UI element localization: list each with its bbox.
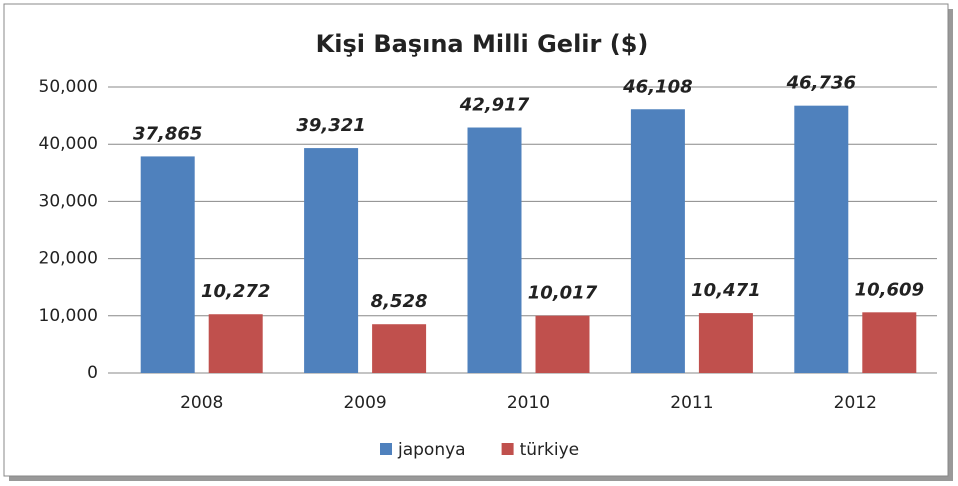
value-label: 10,609 — [855, 279, 924, 300]
bar — [372, 324, 427, 373]
bar — [698, 313, 753, 373]
bar — [535, 315, 590, 373]
y-tick-label: 20,000 — [39, 249, 98, 269]
bar — [208, 314, 263, 373]
legend-swatch — [380, 443, 392, 455]
value-label: 42,917 — [459, 95, 530, 116]
legend-label: japonya — [397, 440, 466, 460]
value-label: 8,528 — [371, 291, 428, 312]
x-tick-label: 2012 — [834, 393, 877, 413]
y-tick-label: 10,000 — [39, 306, 98, 326]
x-tick-label: 2009 — [343, 393, 386, 413]
bar — [630, 109, 685, 373]
x-tick-label: 2010 — [507, 393, 550, 413]
value-label: 39,321 — [296, 115, 365, 136]
x-tick-label: 2008 — [180, 393, 223, 413]
bar — [467, 127, 522, 373]
bar — [862, 312, 917, 373]
y-tick-label: 40,000 — [39, 134, 98, 154]
legend-label: türkiye — [520, 440, 580, 460]
value-label: 46,736 — [786, 73, 856, 94]
bar — [794, 105, 849, 374]
legend-swatch — [501, 443, 514, 455]
value-label: 10,017 — [528, 283, 598, 304]
y-tick-label: 50,000 — [39, 77, 98, 97]
y-tick-label: 0 — [87, 363, 98, 383]
chart-title: Kişi Başına Milli Gelir ($) — [316, 30, 649, 58]
value-label: 10,272 — [201, 281, 270, 302]
value-label: 46,108 — [622, 76, 692, 97]
y-tick-label: 30,000 — [39, 191, 98, 211]
bar — [304, 148, 359, 373]
value-label: 10,471 — [691, 280, 760, 301]
value-label: 37,865 — [133, 123, 202, 144]
bar — [140, 156, 195, 373]
x-tick-label: 2011 — [670, 393, 713, 413]
